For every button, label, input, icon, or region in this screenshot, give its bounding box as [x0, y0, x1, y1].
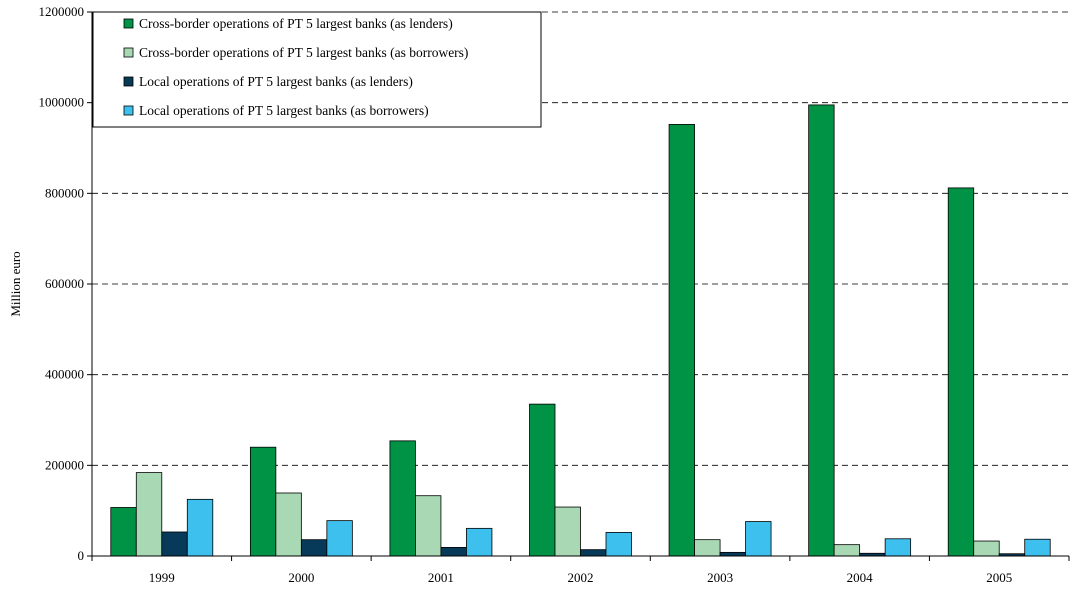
bar — [161, 531, 188, 557]
bar — [275, 492, 302, 557]
bar — [719, 551, 746, 557]
x-tick-label: 2003 — [707, 570, 733, 585]
bar — [300, 539, 328, 557]
x-tick-label: 2005 — [986, 570, 1012, 585]
axes: 0 200000 400000 600000 800000 1000000 1200000 1… — [39, 4, 1070, 585]
bar — [249, 446, 277, 557]
legend-label: Local operations of PT 5 largest banks (… — [139, 74, 413, 89]
bar — [529, 403, 556, 557]
x-tick-label: 2001 — [428, 570, 454, 585]
y-tick-label: 1200000 — [39, 4, 85, 19]
x-tick-label: 2000 — [288, 570, 314, 585]
bar — [466, 527, 493, 557]
bar — [415, 495, 442, 557]
y-axis-title: Million euro — [8, 251, 23, 316]
bar — [668, 124, 695, 557]
bar — [135, 472, 163, 557]
legend-label: Cross-border operations of PT 5 largest … — [139, 45, 468, 60]
x-tick-label: 1999 — [149, 570, 175, 585]
bar — [326, 520, 353, 557]
x-tick-label: 2002 — [568, 570, 594, 585]
bar — [808, 104, 835, 557]
bar — [1024, 538, 1051, 557]
legend-swatch — [123, 76, 134, 87]
bar — [440, 546, 467, 557]
x-tick-label: 2004 — [847, 570, 874, 585]
bars — [110, 104, 1051, 557]
bar — [389, 440, 416, 557]
bar — [580, 549, 607, 557]
bar — [973, 540, 1000, 557]
bar — [833, 544, 861, 557]
legend-swatch — [123, 18, 134, 29]
y-tick-label: 0 — [78, 548, 85, 563]
bar — [605, 532, 632, 557]
legend: Cross-border operations of PT 5 largest … — [92, 11, 542, 128]
y-tick-label: 600000 — [45, 276, 84, 291]
legend-label: Local operations of PT 5 largest banks (… — [139, 103, 429, 118]
bar — [110, 507, 137, 557]
legend-swatch — [123, 47, 134, 58]
bar — [884, 538, 912, 557]
y-tick-label: 400000 — [45, 367, 84, 382]
y-tick-label: 200000 — [45, 457, 84, 472]
bar — [186, 498, 214, 557]
bar — [947, 187, 975, 557]
legend-box — [92, 11, 542, 128]
bar — [694, 539, 721, 557]
bar — [745, 521, 772, 557]
y-tick-label: 800000 — [45, 185, 84, 200]
y-tick-label: 1000000 — [39, 95, 85, 110]
bar — [554, 506, 581, 557]
legend-label: Cross-border operations of PT 5 largest … — [139, 16, 453, 31]
legend-swatch — [123, 105, 134, 116]
